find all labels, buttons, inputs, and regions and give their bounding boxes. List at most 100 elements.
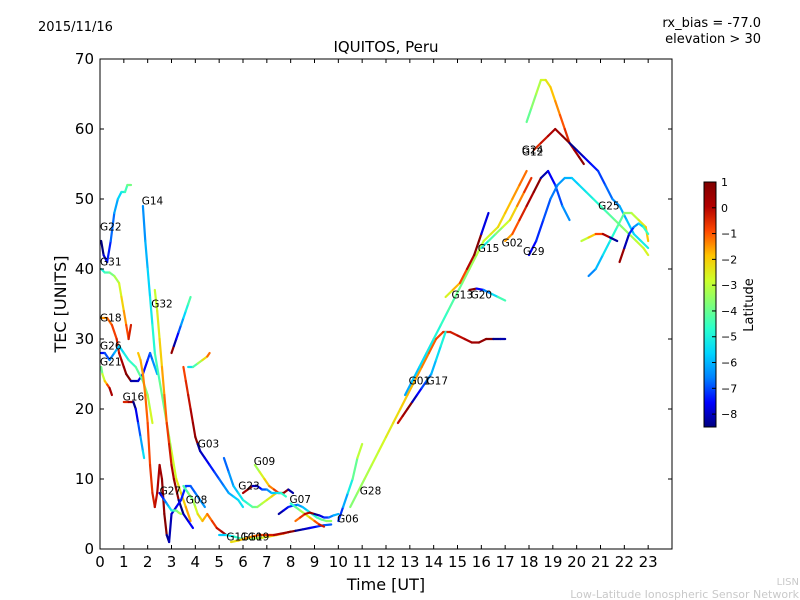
series-segment [191, 498, 197, 509]
series-g32c [187, 351, 211, 369]
series-segment [606, 211, 616, 222]
satellite-label: G11 [226, 532, 248, 544]
series-segment [554, 127, 564, 138]
series-segment [170, 344, 175, 355]
series-segment [420, 379, 428, 390]
series-segment [439, 330, 447, 348]
series-segment [191, 421, 197, 439]
series-segment [117, 281, 123, 299]
date-label: 2015/11/16 [38, 20, 113, 35]
x-tick-label: 11 [353, 553, 372, 571]
series-segment [165, 421, 171, 446]
series-segment [406, 379, 416, 397]
series-segment [137, 351, 142, 362]
series-segment [203, 456, 211, 467]
y-tick-label: 0 [84, 540, 94, 558]
chart-title: IQUITOS, Peru [333, 38, 438, 56]
satellite-label: G16 [123, 392, 145, 404]
series-segment [632, 232, 643, 243]
series-segment [489, 225, 500, 236]
y-axis: 0 10 20 30 40 50 60 70 [75, 50, 672, 558]
series-segment [625, 218, 635, 236]
series-segment [123, 183, 129, 194]
colorbar-label: Latitude [742, 278, 757, 332]
series-segment [144, 393, 149, 425]
series-segment [411, 393, 419, 404]
series-segment [449, 330, 459, 337]
series-segment [415, 386, 423, 397]
series-segment [430, 358, 438, 376]
series-segment [146, 267, 152, 299]
series-segment [561, 134, 571, 145]
series-segment [253, 463, 261, 474]
series-segment [620, 225, 631, 236]
satellite-label: G23 [238, 481, 260, 493]
satellite-label: G08 [186, 495, 208, 507]
series-segment [535, 218, 545, 243]
x-axis: 0 1 2 3 4 5 6 7 8 9 10 11 12 13 14 15 16 17 18 19 20 21 22 23 [95, 59, 658, 571]
series-segment [489, 292, 500, 299]
series-segment [475, 239, 485, 257]
series-segment [496, 211, 507, 229]
series-segment [182, 309, 187, 320]
series-segment [630, 211, 640, 222]
series-segment [148, 295, 154, 327]
series-segment [117, 351, 123, 362]
series-g17 [403, 169, 528, 397]
series-g06 [294, 511, 340, 523]
series-segment [172, 337, 178, 348]
series-segment [148, 463, 154, 495]
series-segment [587, 232, 597, 239]
series-segment [179, 316, 185, 327]
series-segment [187, 491, 195, 502]
x-tick-label: 16 [472, 553, 491, 571]
satellite-label: G14 [142, 196, 164, 208]
series-segment [227, 470, 235, 488]
series-segment [549, 183, 559, 201]
series-segment [120, 358, 125, 369]
colorbar-tick-label: −8 [721, 408, 737, 421]
series-segment [461, 267, 471, 285]
series-segment [106, 239, 112, 264]
series-segment [287, 529, 297, 534]
satellite-label: G32 [151, 299, 173, 311]
series-segment [377, 435, 388, 453]
x-tick-label: 5 [214, 553, 224, 571]
series-segment [623, 232, 631, 250]
series-segment [318, 523, 326, 528]
series-segment [144, 239, 149, 271]
series-segment [218, 477, 226, 488]
series-segment [253, 536, 264, 540]
series-segment [187, 295, 192, 306]
satellite-label: G21 [100, 357, 122, 369]
series-segment [189, 484, 197, 495]
series-g06b [337, 442, 364, 523]
series-g03 [182, 365, 245, 509]
satellite-label: G06 [337, 513, 359, 525]
series-segment [122, 365, 128, 376]
footer-network: Low-Latitude Ionospheric Sensor Network [570, 588, 799, 600]
series-segment [556, 176, 566, 187]
series-segment [163, 393, 168, 425]
series-segment [482, 288, 492, 295]
series-segment [280, 491, 287, 498]
series-segment [232, 535, 242, 540]
series-segment [444, 288, 454, 299]
series-segment [515, 190, 526, 208]
series-segment [153, 351, 161, 383]
x-tick-label: 21 [591, 553, 610, 571]
colorbar-tick-label: −7 [721, 382, 737, 395]
satellite-label: G20 [471, 289, 493, 301]
series-g25c [618, 222, 650, 264]
satellite-label: G19 [248, 532, 270, 544]
series-segment [542, 197, 552, 222]
series-segment [618, 246, 626, 264]
satellite-label: G07 [289, 494, 311, 506]
series-segment [141, 372, 147, 397]
series-segment [146, 393, 152, 411]
series-segment [599, 204, 609, 215]
series-segment [577, 155, 585, 166]
satellite-label: G15 [478, 243, 500, 255]
series-segment [473, 232, 483, 257]
x-tick-label: 4 [191, 553, 201, 571]
